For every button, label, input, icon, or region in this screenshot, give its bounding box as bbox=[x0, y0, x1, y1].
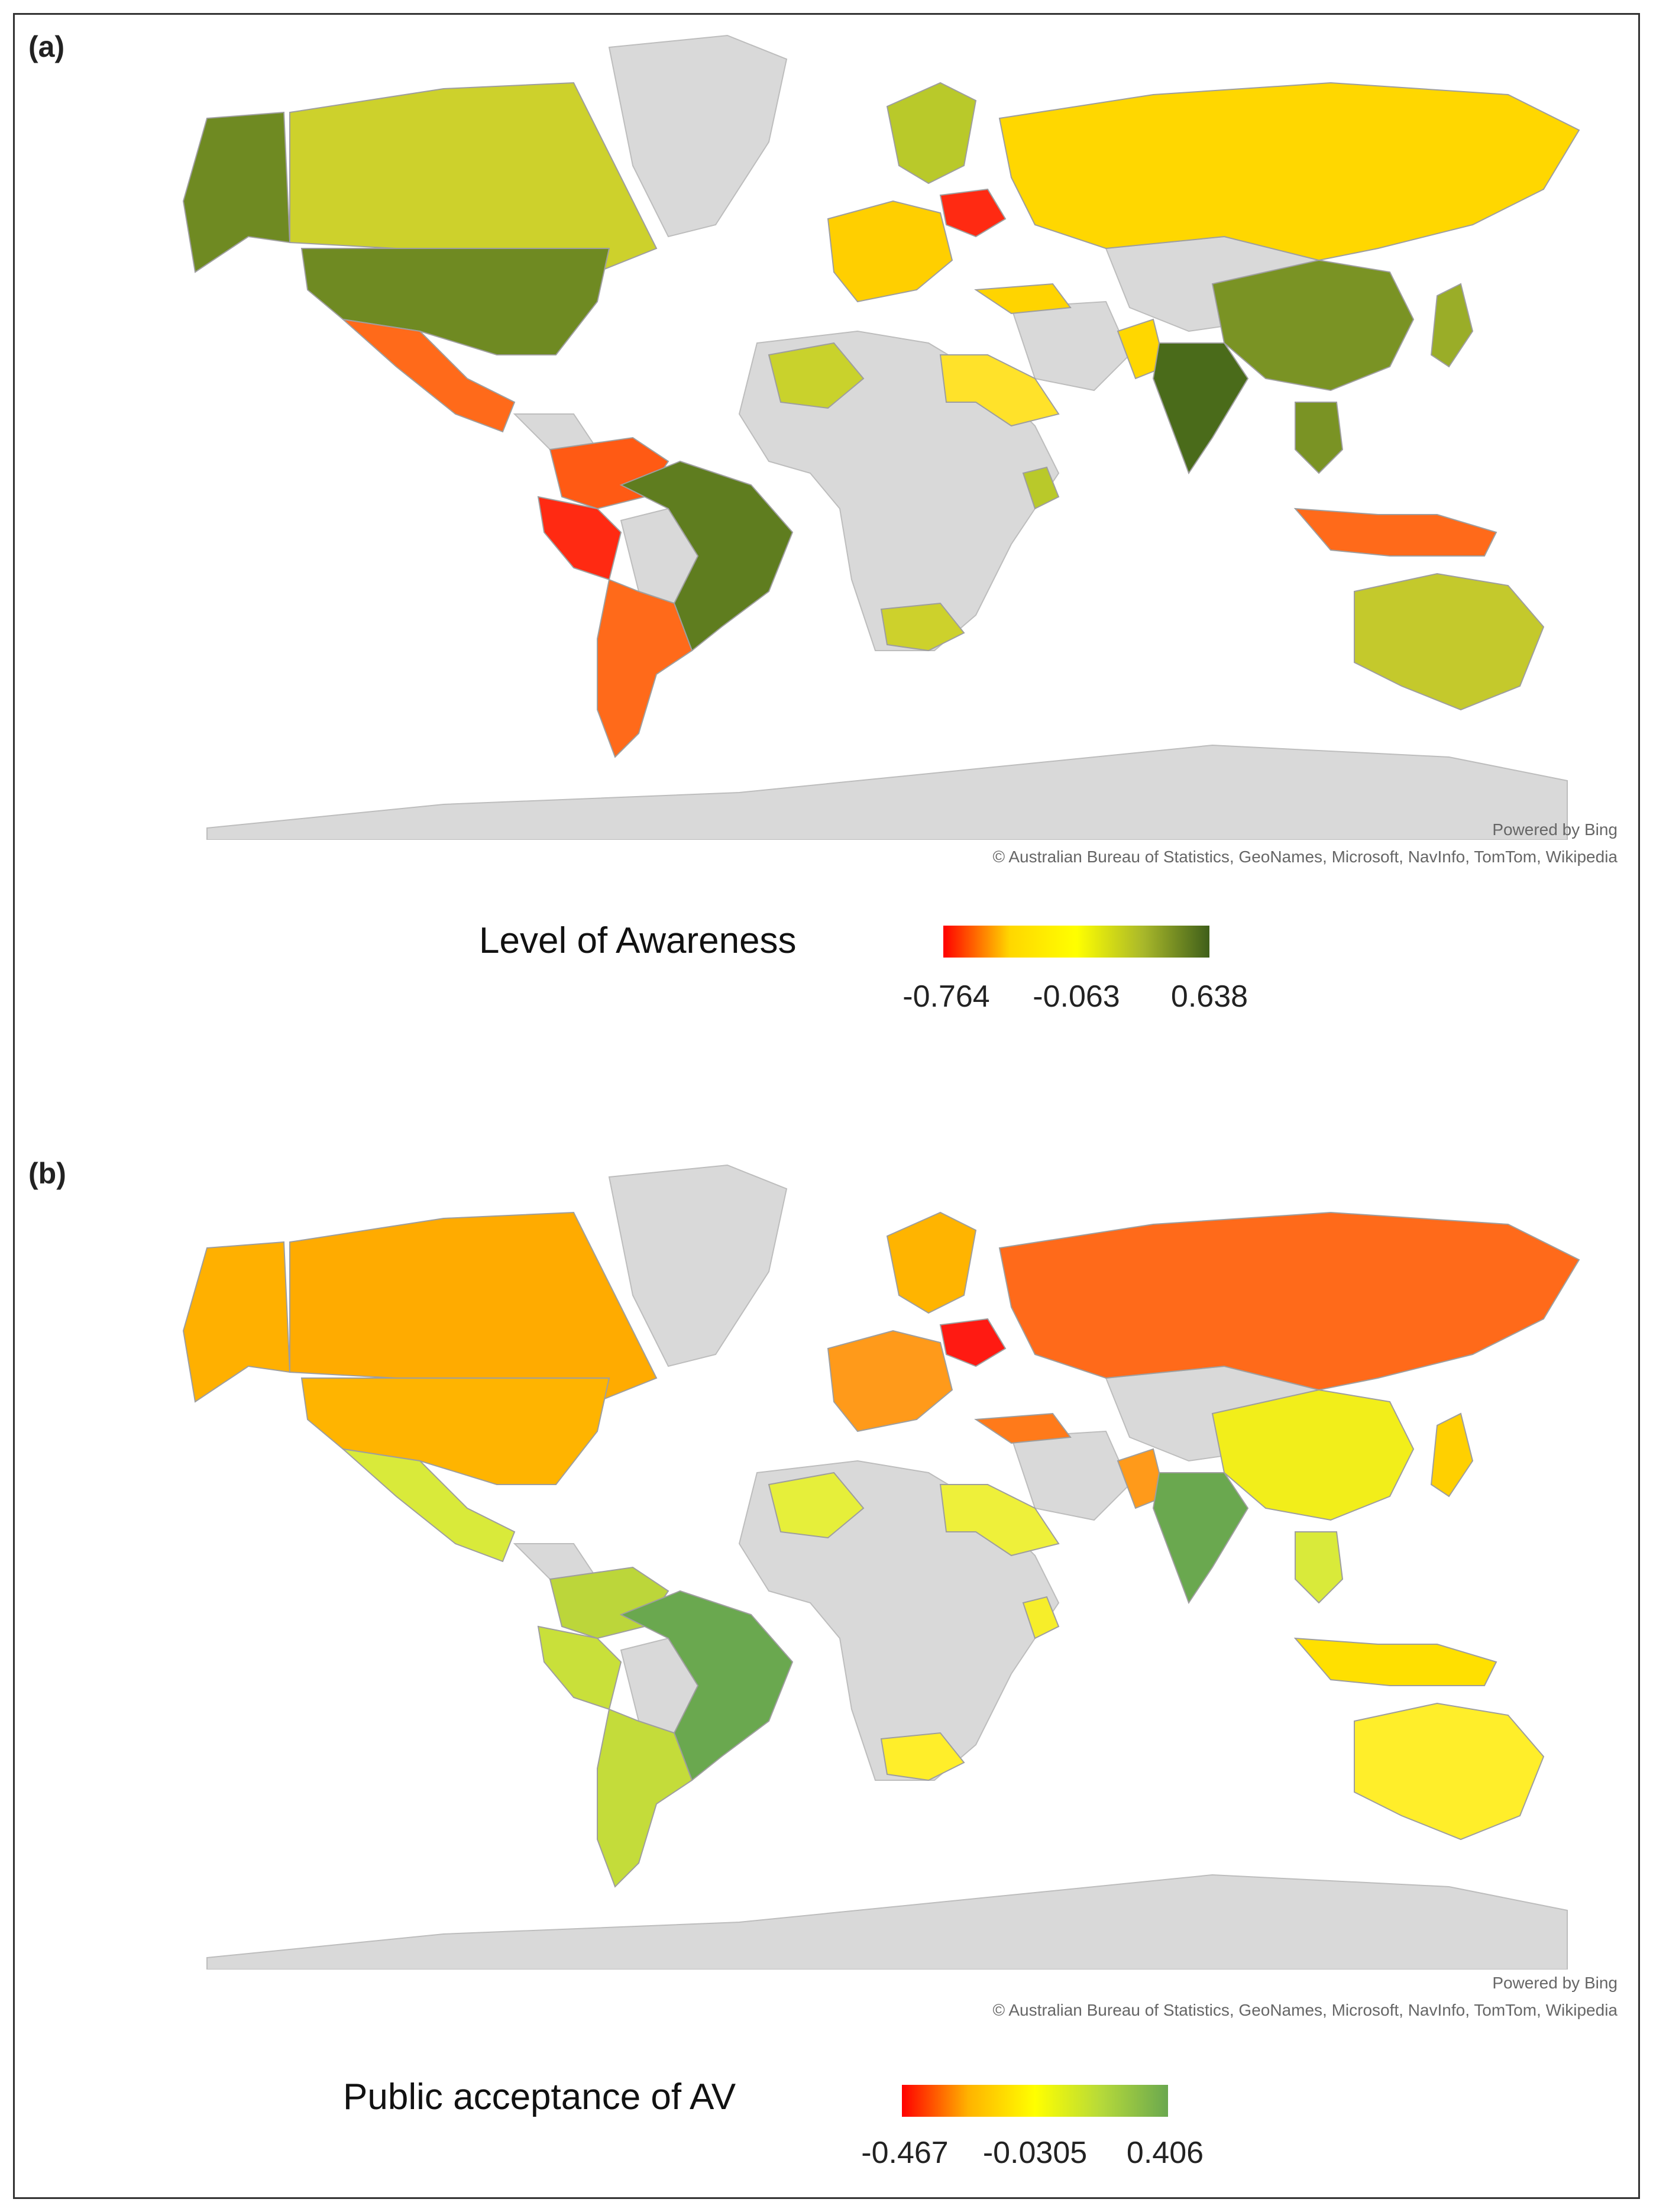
region-north-africa bbox=[768, 1472, 865, 1539]
region-peru-ecuador bbox=[537, 496, 622, 581]
middle-east-no-data bbox=[1010, 1430, 1131, 1521]
region-canada bbox=[289, 82, 658, 273]
region-japan bbox=[1430, 1412, 1474, 1498]
region-russia bbox=[998, 1211, 1580, 1391]
region-china bbox=[1211, 1389, 1415, 1521]
map-awareness[interactable] bbox=[89, 24, 1626, 840]
legend-mid-a: -0.063 bbox=[1033, 979, 1120, 1014]
region-western-europe bbox=[827, 1330, 953, 1432]
powered-by-text: Powered by Bing bbox=[1492, 1974, 1618, 1992]
region-poland bbox=[939, 188, 1007, 238]
legend-max-a: 0.638 bbox=[1170, 979, 1248, 1014]
region-scandinavia bbox=[886, 1211, 977, 1314]
region-scandinavia bbox=[886, 82, 977, 185]
region-poland bbox=[939, 1318, 1007, 1367]
region-kenya bbox=[1022, 466, 1060, 510]
region-alaska bbox=[182, 1241, 291, 1403]
region-argentina-chile bbox=[597, 578, 693, 758]
region-southeast-asia bbox=[1295, 1531, 1344, 1604]
legend-gradient-b bbox=[902, 2085, 1168, 2117]
region-brazil bbox=[619, 460, 794, 652]
region-russia bbox=[998, 82, 1580, 261]
region-canada bbox=[289, 1211, 658, 1403]
region-argentina-chile bbox=[597, 1708, 693, 1888]
region-mexico bbox=[341, 318, 516, 433]
legend-title-b: Public acceptance of AV bbox=[343, 2077, 736, 2117]
region-turkey bbox=[974, 283, 1072, 315]
region-alaska bbox=[182, 111, 291, 273]
region-kenya bbox=[1022, 1596, 1060, 1639]
panel-b-label: (b) bbox=[28, 1157, 66, 1190]
region-australia bbox=[1354, 1702, 1545, 1841]
region-usa bbox=[300, 248, 610, 355]
region-indonesia bbox=[1293, 507, 1497, 557]
legend-mid-b: -0.0305 bbox=[982, 2136, 1088, 2170]
legend-min-a: -0.764 bbox=[902, 979, 990, 1014]
region-egypt-saudi bbox=[939, 354, 1060, 427]
panel-a-label: (a) bbox=[28, 30, 65, 63]
region-peru-ecuador bbox=[537, 1625, 622, 1710]
antarctica bbox=[206, 744, 1568, 840]
region-australia bbox=[1354, 573, 1545, 711]
attribution-text: © Australian Bureau of Statistics, GeoNa… bbox=[992, 848, 1618, 866]
legend-gradient-a bbox=[943, 926, 1209, 958]
region-turkey bbox=[974, 1412, 1072, 1444]
legend-max-b: 0.406 bbox=[1126, 2136, 1204, 2170]
region-indonesia bbox=[1293, 1637, 1497, 1686]
region-india bbox=[1152, 1472, 1249, 1605]
map-credit-b: Powered by Bing © Australian Bureau of S… bbox=[992, 1970, 1618, 2024]
region-usa bbox=[300, 1377, 610, 1485]
region-china bbox=[1211, 259, 1415, 392]
legend-title-a: Level of Awareness bbox=[479, 920, 797, 961]
region-western-europe bbox=[827, 200, 953, 303]
greenland bbox=[608, 34, 788, 238]
region-brazil bbox=[619, 1590, 794, 1781]
map-credit-a: Powered by Bing © Australian Bureau of S… bbox=[992, 816, 1618, 871]
legend-min-b: -0.467 bbox=[861, 2136, 949, 2170]
region-japan bbox=[1430, 283, 1474, 368]
attribution-text: © Australian Bureau of Statistics, GeoNa… bbox=[992, 2001, 1618, 2019]
greenland bbox=[608, 1164, 788, 1367]
antarctica bbox=[206, 1874, 1568, 1970]
region-southeast-asia bbox=[1295, 402, 1344, 474]
region-north-africa bbox=[768, 342, 865, 409]
middle-east-no-data bbox=[1010, 300, 1131, 392]
region-mexico bbox=[341, 1448, 516, 1563]
powered-by-text: Powered by Bing bbox=[1492, 820, 1618, 839]
map-public-acceptance[interactable] bbox=[89, 1153, 1626, 1970]
region-egypt-saudi bbox=[939, 1484, 1060, 1557]
region-south-africa bbox=[880, 1732, 965, 1781]
figure-frame bbox=[13, 13, 1640, 2199]
region-south-africa bbox=[880, 602, 965, 652]
region-india bbox=[1152, 342, 1249, 475]
